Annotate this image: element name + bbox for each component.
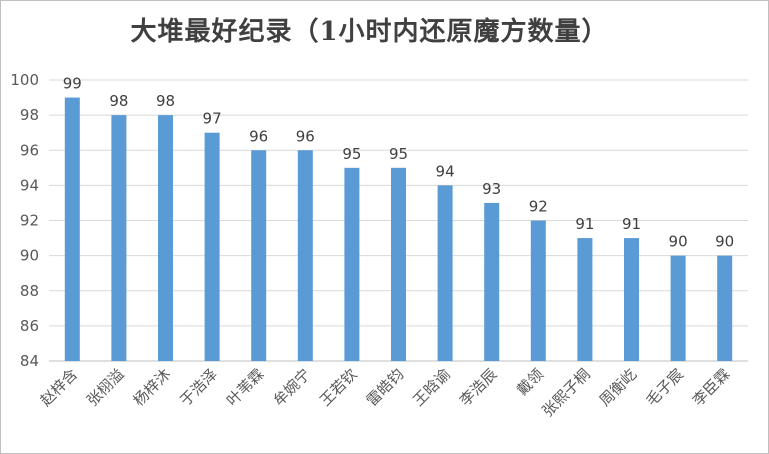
bar — [624, 238, 639, 361]
x-tick-label: 赵梓含 — [37, 365, 82, 410]
data-label: 95 — [389, 145, 408, 163]
chart-title: 大堆最好纪录（1小时内还原魔方数量） — [130, 17, 609, 47]
y-tick-label: 88 — [20, 282, 39, 300]
x-tick-label: 戴领 — [513, 365, 547, 399]
y-tick-label: 84 — [20, 352, 39, 370]
x-tick-label: 王若钦 — [316, 365, 361, 410]
bar — [158, 115, 173, 361]
y-tick-label: 98 — [20, 106, 39, 124]
x-tick-label: 雷皓钧 — [363, 365, 408, 410]
data-label: 98 — [156, 92, 175, 110]
bar — [670, 255, 686, 361]
bar — [391, 167, 406, 361]
bar — [484, 202, 500, 361]
x-tick-label: 于浩泽 — [176, 365, 221, 410]
y-tick-label: 96 — [20, 141, 39, 159]
y-tick-label: 90 — [20, 247, 39, 265]
y-tick-label: 86 — [20, 317, 39, 335]
data-labels: 99 98 98 97 96 96 95 95 94 93 92 91 91 90 90 — [63, 75, 734, 251]
bars — [64, 97, 733, 361]
x-tick-label: 毛子宸 — [642, 365, 687, 410]
x-tick-label: 李浩辰 — [456, 365, 501, 410]
data-label: 95 — [342, 145, 361, 163]
x-tick-label: 周衡屹 — [596, 365, 641, 410]
bar — [577, 238, 593, 361]
bar — [344, 167, 360, 361]
data-label: 91 — [622, 215, 641, 233]
bar — [297, 150, 313, 361]
data-label: 94 — [436, 162, 455, 180]
bar — [251, 150, 267, 361]
y-tick-label: 100 — [10, 71, 39, 89]
x-tick-label: 张栩溢 — [83, 365, 128, 410]
bar — [204, 132, 220, 361]
data-label: 92 — [529, 198, 548, 216]
x-tick-label: 李臣霖 — [689, 365, 734, 410]
y-tick-label: 94 — [20, 176, 39, 194]
data-label: 98 — [109, 92, 128, 110]
x-tick-label: 王晗谕 — [409, 365, 454, 410]
y-tick-label: 92 — [20, 212, 39, 230]
x-tick-label: 牟婉宁 — [270, 365, 315, 410]
data-label: 93 — [482, 180, 501, 198]
bar — [111, 115, 127, 361]
y-tick-labels: 84 86 88 90 92 94 96 98 100 — [10, 71, 39, 370]
bar — [717, 255, 733, 361]
bar — [530, 220, 546, 361]
x-tick-label: 杨梓沐 — [130, 365, 175, 410]
x-tick-label: 张熙子桐 — [539, 365, 594, 420]
data-label: 96 — [296, 127, 315, 145]
data-label: 96 — [249, 127, 268, 145]
bar — [437, 185, 453, 361]
data-label: 97 — [203, 110, 222, 128]
data-label: 90 — [715, 233, 734, 251]
data-label: 91 — [575, 215, 594, 233]
x-tick-labels: 赵梓含 张栩溢 杨梓沐 于浩泽 叶苇霖 牟婉宁 王若钦 雷皓钧 王晗谕 李浩辰 戴领张熙子桐 周衡屹毛… — [37, 365, 734, 420]
data-label: 99 — [63, 75, 82, 93]
data-label: 90 — [669, 233, 688, 251]
x-tick-label: 叶苇霖 — [223, 365, 268, 410]
bar — [64, 97, 80, 361]
